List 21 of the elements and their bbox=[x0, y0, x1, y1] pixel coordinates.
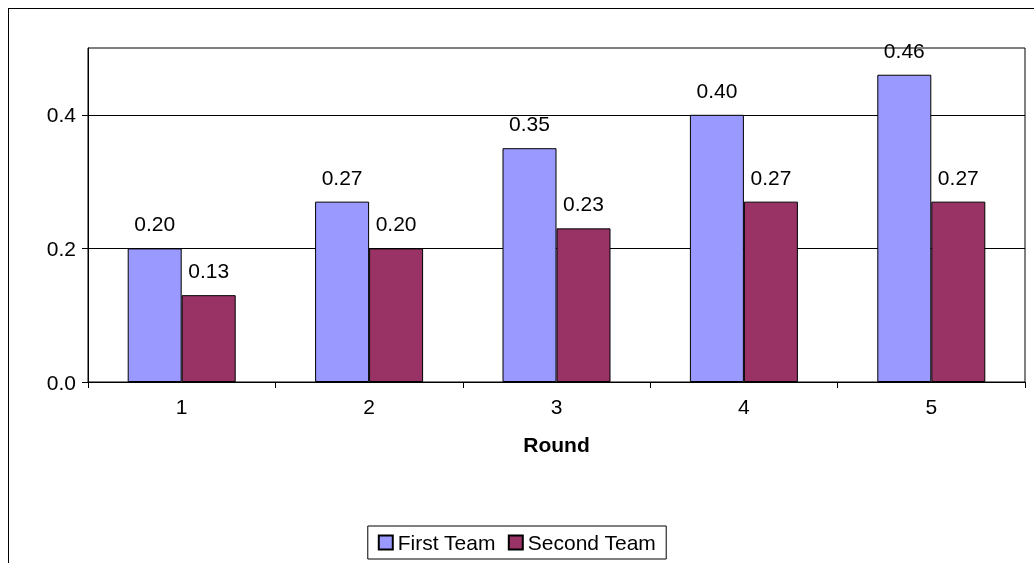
x-tick-label: 2 bbox=[363, 395, 375, 418]
data-label: 0.35 bbox=[509, 112, 550, 136]
x-axis-title: Round bbox=[523, 433, 590, 456]
x-tick-label: 3 bbox=[550, 395, 563, 418]
data-label: 0.20 bbox=[375, 212, 417, 236]
data-label: 0.27 bbox=[750, 165, 792, 189]
x-tick-label: 4 bbox=[738, 395, 751, 418]
data-label: 0.23 bbox=[563, 192, 604, 216]
legend-label: Second Team bbox=[527, 531, 656, 554]
data-label: 0.46 bbox=[883, 38, 925, 62]
y-tick-label: 0.0 bbox=[46, 370, 76, 394]
data-label: 0.27 bbox=[321, 165, 363, 189]
data-label: 0.40 bbox=[696, 78, 738, 102]
x-tick-label: 1 bbox=[175, 395, 188, 418]
legend-label: First Team bbox=[397, 531, 496, 554]
x-tick-label: 5 bbox=[925, 395, 938, 418]
data-label: 0.27 bbox=[937, 165, 979, 189]
data-label: 0.20 bbox=[134, 212, 176, 236]
data-label: 0.13 bbox=[188, 259, 230, 283]
y-tick-label: 0.4 bbox=[46, 103, 77, 127]
y-tick-label: 0.2 bbox=[46, 236, 76, 260]
